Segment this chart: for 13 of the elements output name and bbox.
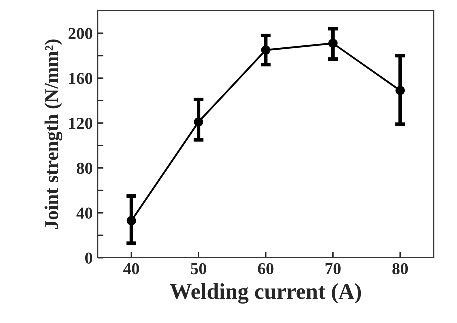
y-tick-label: 0 bbox=[85, 252, 93, 264]
x-axis-title: Welding current (A) bbox=[170, 284, 362, 304]
y-tick-label: 200 bbox=[68, 28, 93, 40]
y-tick-label: 160 bbox=[69, 73, 93, 84]
x-tick-label: 80 bbox=[392, 263, 408, 275]
x-tick-label: 70 bbox=[326, 263, 341, 275]
y-tick-label: 40 bbox=[76, 208, 93, 220]
x-tick-label: 40 bbox=[123, 263, 140, 275]
y-axis-title: Joint strength (N/mm²) bbox=[44, 40, 63, 230]
y-tick-label: 80 bbox=[77, 162, 93, 174]
y-tick-label: 120 bbox=[69, 118, 93, 130]
x-tick-label: 50 bbox=[191, 263, 206, 275]
x-tick-label: 60 bbox=[258, 263, 274, 275]
